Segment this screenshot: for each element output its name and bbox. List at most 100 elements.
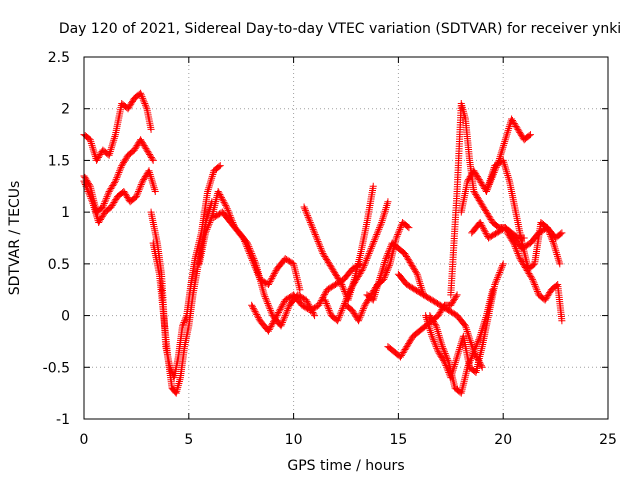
x-tick-label: 5: [184, 432, 193, 448]
data-point: [429, 334, 437, 342]
data-point: [204, 222, 212, 230]
data-point: [508, 117, 516, 125]
data-point: [477, 220, 485, 228]
data-point: [100, 201, 108, 209]
data-point: [407, 335, 415, 343]
data-point: [281, 313, 289, 321]
data-point: [383, 267, 391, 275]
data-point: [464, 363, 472, 371]
data-point: [304, 212, 312, 220]
data-point: [403, 254, 411, 262]
data-point: [313, 236, 321, 244]
data-point: [320, 251, 328, 259]
data-point: [147, 125, 155, 133]
data-point: [474, 174, 482, 182]
data-point: [548, 236, 556, 244]
data-point: [364, 251, 372, 259]
data-point: [262, 296, 270, 304]
data-point: [334, 275, 342, 283]
data-point: [543, 293, 551, 301]
data-point: [361, 260, 369, 268]
data-point: [398, 350, 406, 358]
data-point: [510, 239, 518, 247]
data-series-track-14: [394, 270, 486, 371]
data-point: [116, 167, 124, 175]
data-point: [384, 250, 392, 258]
data-point: [376, 222, 384, 230]
data-point: [477, 179, 485, 187]
data-point: [115, 168, 123, 176]
data-point: [349, 281, 357, 289]
plot-frame: [83, 56, 609, 420]
data-point: [429, 317, 437, 325]
data-series-track-7: [210, 208, 319, 330]
data-point: [473, 341, 481, 349]
data-point: [447, 301, 455, 309]
data-point: [203, 225, 211, 233]
data-point: [313, 234, 321, 242]
data-point: [474, 195, 482, 203]
data-point: [360, 303, 368, 311]
data-point: [278, 302, 286, 310]
data-point: [533, 287, 541, 295]
data-point: [355, 315, 363, 323]
data-point: [472, 170, 480, 178]
data-point: [324, 303, 332, 311]
data-point: [479, 223, 487, 231]
x-tick-label: 0: [80, 432, 89, 448]
data-point: [283, 308, 291, 316]
data-point: [532, 284, 540, 292]
data-point: [261, 293, 269, 301]
data-point: [348, 283, 356, 291]
data-point: [470, 187, 478, 195]
data-point: [306, 217, 314, 225]
data-point: [137, 136, 145, 144]
data-point: [523, 267, 531, 275]
data-point: [265, 303, 273, 311]
data-point: [411, 266, 419, 274]
data-point: [260, 291, 268, 299]
data-point: [496, 268, 504, 276]
data-point: [83, 186, 91, 194]
data-point: [410, 264, 418, 272]
data-point: [406, 337, 414, 345]
data-point: [543, 224, 551, 232]
data-point: [254, 312, 262, 320]
data-point: [318, 295, 326, 303]
data-point: [494, 274, 502, 282]
data-point: [335, 313, 343, 321]
data-point: [338, 306, 346, 314]
data-point: [135, 186, 143, 194]
data-point: [138, 139, 146, 147]
data-point: [526, 131, 534, 139]
data-point: [86, 191, 94, 199]
data-point: [394, 231, 402, 239]
data-point: [284, 305, 292, 313]
data-point: [204, 224, 212, 232]
data-point: [140, 98, 148, 106]
data-point: [276, 305, 284, 313]
data-point: [138, 93, 146, 101]
data-point: [474, 337, 482, 345]
data-point: [148, 155, 156, 163]
data-point: [476, 218, 484, 226]
y-axis-label: SDTVAR / TECUs: [7, 181, 23, 296]
data-point: [480, 226, 488, 234]
data-point: [141, 143, 149, 151]
data-point: [107, 203, 115, 211]
data-point: [140, 174, 148, 182]
data-point: [359, 265, 367, 273]
data-point: [246, 246, 254, 254]
data-point: [556, 260, 564, 268]
data-point: [338, 281, 346, 289]
data-point: [431, 339, 439, 347]
data-point: [434, 346, 442, 354]
data-point: [311, 229, 319, 237]
data-point: [84, 187, 92, 195]
data-point: [489, 286, 497, 294]
data-point: [128, 99, 136, 107]
data-point: [477, 199, 485, 207]
data-point: [216, 191, 224, 199]
data-point: [494, 272, 502, 280]
